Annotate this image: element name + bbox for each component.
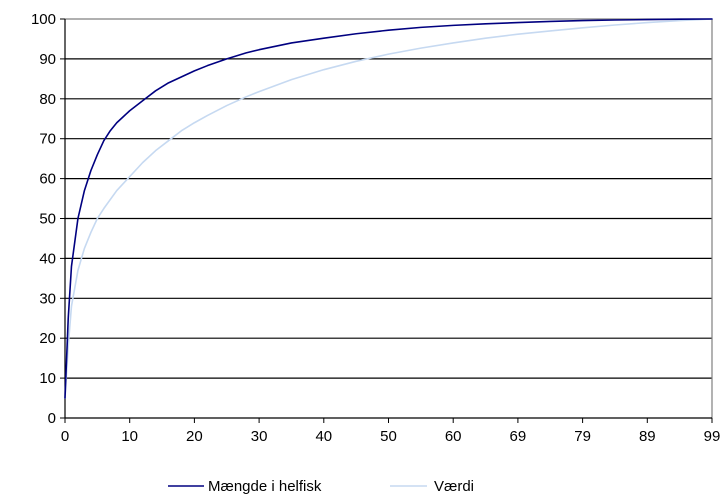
y-tick-label: 70 xyxy=(39,131,56,148)
x-tick-label: 30 xyxy=(251,428,268,445)
x-tick-label: 99 xyxy=(704,428,721,445)
x-tick-label: 10 xyxy=(121,428,138,445)
legend-label-maengde: Mængde i helfisk xyxy=(208,478,322,495)
series-line-1 xyxy=(64,18,713,399)
x-tick-label: 20 xyxy=(186,428,203,445)
y-tick-label: 20 xyxy=(39,330,56,347)
x-tick-label: 89 xyxy=(639,428,656,445)
y-tick-label: 100 xyxy=(31,11,56,28)
y-tick-label: 0 xyxy=(48,410,56,427)
x-tick-labels: 0 10 20 30 40 50 60 69 79 89 99 xyxy=(61,428,721,445)
x-tick-label: 40 xyxy=(315,428,332,445)
y-tick-label: 10 xyxy=(39,370,56,387)
y-tick-label: 80 xyxy=(39,91,56,108)
legend: Mængde i helfisk Værdi xyxy=(168,478,474,495)
x-tick-label: 0 xyxy=(61,428,69,445)
y-tick-label: 60 xyxy=(39,171,56,188)
axes xyxy=(60,18,713,423)
x-tick-label: 50 xyxy=(380,428,397,445)
y-tick-label: 30 xyxy=(39,290,56,307)
y-tick-label: 90 xyxy=(39,51,56,68)
y-tick-labels: 0 10 20 30 40 50 60 70 80 90 100 xyxy=(31,11,56,427)
plot-series xyxy=(64,18,713,399)
series-line-0 xyxy=(64,18,713,399)
y-tick-label: 50 xyxy=(39,211,56,228)
x-tick-label: 69 xyxy=(510,428,527,445)
gridlines xyxy=(65,58,712,379)
x-tick-label: 79 xyxy=(574,428,591,445)
x-tick-label: 60 xyxy=(445,428,462,445)
legend-label-vaerdi: Værdi xyxy=(434,478,474,495)
y-tick-label: 40 xyxy=(39,250,56,267)
